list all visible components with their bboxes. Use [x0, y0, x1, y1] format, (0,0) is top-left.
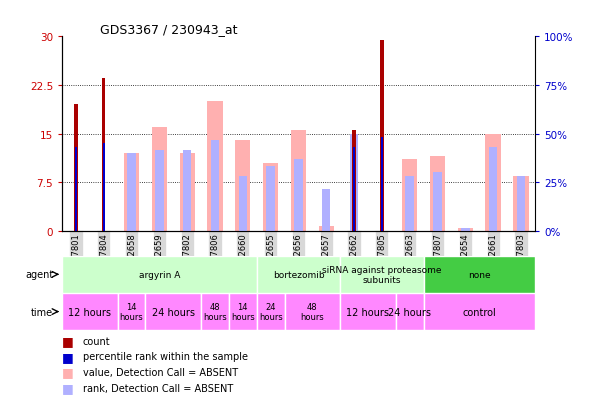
Bar	[239, 176, 247, 231]
Text: 12 hours: 12 hours	[69, 307, 111, 317]
Text: 24
hours: 24 hours	[259, 302, 282, 321]
Text: 48
hours: 48 hours	[300, 302, 324, 321]
Bar	[75, 147, 77, 231]
Bar	[430, 157, 445, 231]
Bar	[211, 141, 219, 231]
Bar	[124, 154, 139, 231]
Bar	[155, 150, 164, 231]
Bar	[152, 128, 167, 231]
Bar	[396, 293, 424, 330]
Text: 14
hours: 14 hours	[231, 302, 255, 321]
Bar	[352, 131, 356, 231]
Text: none: none	[468, 270, 491, 279]
Bar	[380, 40, 384, 231]
Text: ■: ■	[62, 350, 74, 363]
Bar	[322, 189, 330, 231]
Bar	[103, 144, 105, 231]
Bar	[340, 293, 396, 330]
Bar	[424, 293, 535, 330]
Text: agent: agent	[25, 270, 53, 280]
Bar	[263, 163, 278, 231]
Text: 12 hours: 12 hours	[346, 307, 389, 317]
Bar	[102, 79, 105, 231]
Bar	[284, 293, 340, 330]
Bar	[517, 176, 525, 231]
Bar	[62, 256, 256, 293]
Bar	[145, 293, 201, 330]
Text: 24 hours: 24 hours	[388, 307, 431, 317]
Bar	[457, 228, 473, 231]
Bar	[294, 160, 303, 231]
Bar	[405, 176, 414, 231]
Bar	[201, 293, 229, 330]
Text: rank, Detection Call = ABSENT: rank, Detection Call = ABSENT	[83, 383, 233, 393]
Bar	[485, 134, 501, 231]
Bar	[74, 105, 77, 231]
Bar	[180, 154, 195, 231]
Bar	[353, 147, 355, 231]
Bar	[340, 256, 424, 293]
Bar	[128, 154, 136, 231]
Bar	[256, 256, 340, 293]
Bar	[433, 173, 441, 231]
Text: 14
hours: 14 hours	[120, 302, 144, 321]
Text: ■: ■	[62, 366, 74, 379]
Bar	[319, 226, 334, 231]
Text: time: time	[31, 307, 53, 317]
Text: 48
hours: 48 hours	[203, 302, 227, 321]
Bar	[229, 293, 256, 330]
Text: count: count	[83, 336, 111, 346]
Bar	[424, 256, 535, 293]
Bar	[235, 141, 251, 231]
Bar	[402, 160, 417, 231]
Bar	[291, 131, 306, 231]
Text: percentile rank within the sample: percentile rank within the sample	[83, 351, 248, 361]
Text: value, Detection Call = ABSENT: value, Detection Call = ABSENT	[83, 367, 238, 377]
Text: ■: ■	[62, 381, 74, 394]
Bar	[461, 228, 469, 231]
Text: argyrin A: argyrin A	[139, 270, 180, 279]
Bar	[514, 176, 528, 231]
Bar	[62, 293, 118, 330]
Text: control: control	[462, 307, 496, 317]
Bar	[350, 134, 358, 231]
Bar	[267, 166, 275, 231]
Bar	[183, 150, 191, 231]
Text: 24 hours: 24 hours	[152, 307, 195, 317]
Bar	[207, 102, 223, 231]
Text: bortezomib: bortezomib	[272, 270, 324, 279]
Text: siRNA against proteasome
subunits: siRNA against proteasome subunits	[322, 265, 441, 284]
Text: ■: ■	[62, 334, 74, 347]
Bar	[118, 293, 145, 330]
Text: GDS3367 / 230943_at: GDS3367 / 230943_at	[100, 23, 238, 36]
Bar	[256, 293, 284, 330]
Bar	[489, 147, 498, 231]
Bar	[381, 138, 383, 231]
